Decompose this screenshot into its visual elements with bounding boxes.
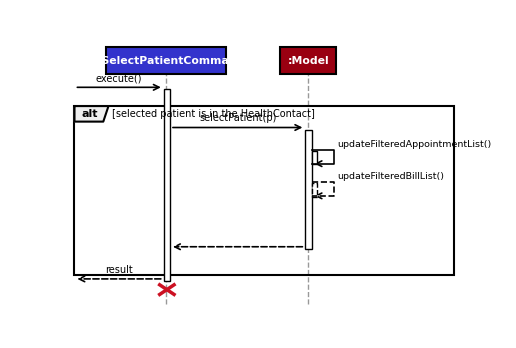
Text: execute(): execute() bbox=[96, 73, 142, 83]
Bar bbox=[106, 47, 227, 74]
Text: updateFilteredBillList(): updateFilteredBillList() bbox=[337, 172, 445, 181]
Text: updateFilteredAppointmentList(): updateFilteredAppointmentList() bbox=[337, 140, 492, 149]
Polygon shape bbox=[74, 106, 108, 121]
Text: alt: alt bbox=[81, 109, 98, 119]
Bar bbox=[312, 183, 317, 197]
Text: [selected patient is in the HealthContact]: [selected patient is in the HealthContac… bbox=[112, 109, 315, 119]
Text: result: result bbox=[105, 265, 133, 275]
Text: sl:SelectPatientCommand: sl:SelectPatientCommand bbox=[88, 56, 245, 65]
Bar bbox=[312, 151, 317, 165]
Text: :Model: :Model bbox=[287, 56, 329, 65]
Bar bbox=[281, 47, 336, 74]
Bar bbox=[74, 106, 455, 275]
Bar bbox=[305, 130, 312, 248]
Text: selectPatient(p): selectPatient(p) bbox=[199, 113, 277, 124]
Bar bbox=[164, 89, 170, 281]
